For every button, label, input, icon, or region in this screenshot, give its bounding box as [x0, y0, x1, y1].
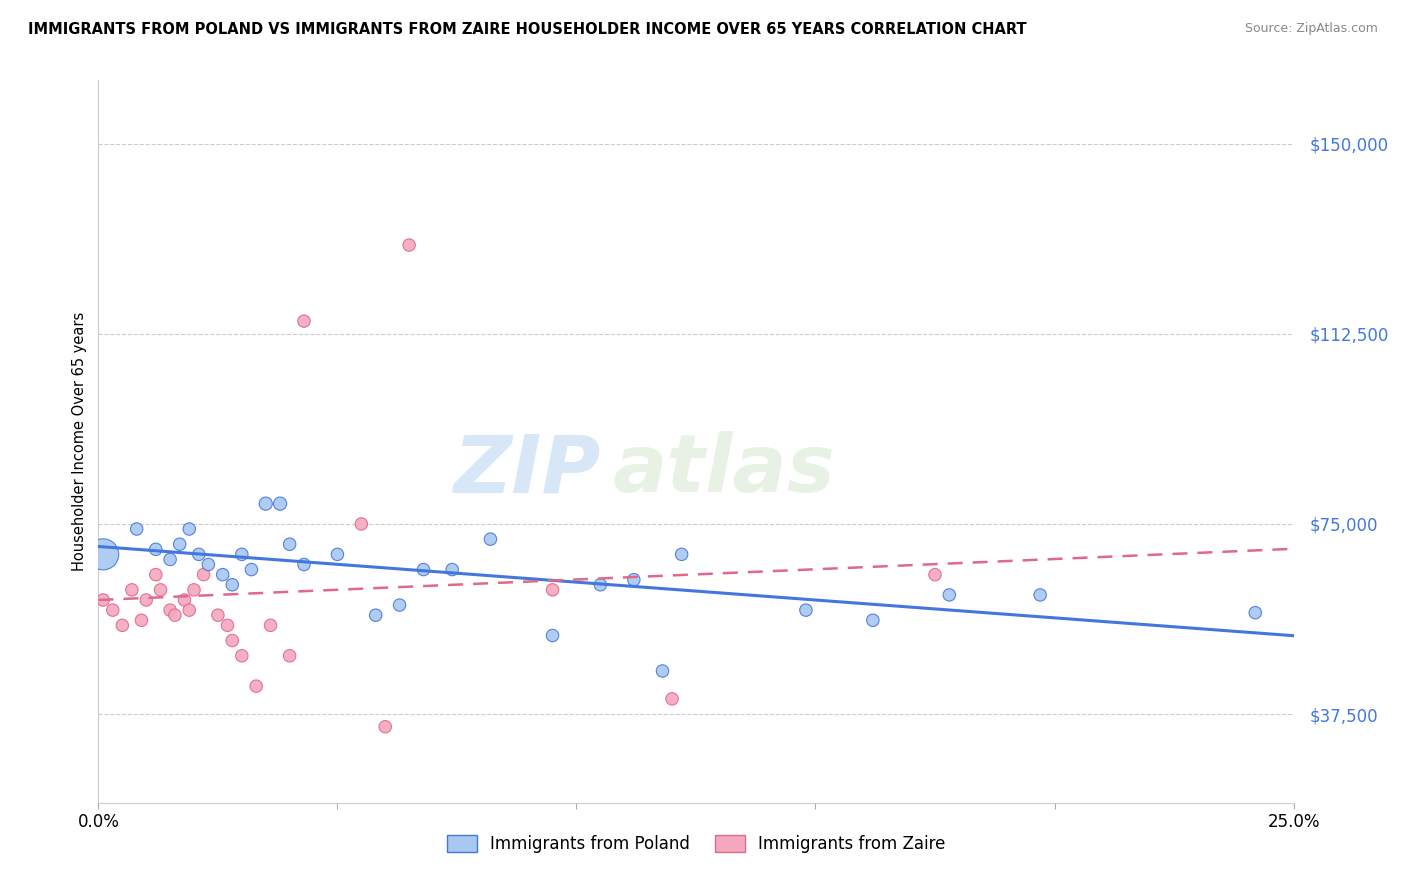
Point	[207, 608, 229, 623]
Point	[938, 588, 960, 602]
Point	[412, 563, 434, 577]
Y-axis label: Householder Income Over 65 years: Householder Income Over 65 years	[72, 312, 87, 571]
Point	[794, 603, 817, 617]
Point	[388, 598, 411, 612]
Point	[111, 618, 134, 632]
Point	[623, 573, 645, 587]
Point	[135, 593, 157, 607]
Point	[179, 522, 201, 536]
Point	[163, 608, 186, 623]
Point	[479, 532, 502, 546]
Point	[131, 613, 153, 627]
Point	[101, 603, 124, 617]
Point	[91, 547, 114, 561]
Point	[292, 558, 315, 572]
Point	[169, 537, 191, 551]
Point	[145, 567, 167, 582]
Point	[193, 567, 215, 582]
Text: ZIP: ZIP	[453, 432, 600, 509]
Point	[589, 578, 612, 592]
Point	[651, 664, 673, 678]
Text: IMMIGRANTS FROM POLAND VS IMMIGRANTS FROM ZAIRE HOUSEHOLDER INCOME OVER 65 YEARS: IMMIGRANTS FROM POLAND VS IMMIGRANTS FRO…	[28, 22, 1026, 37]
Point	[661, 691, 683, 706]
Point	[221, 633, 243, 648]
Point	[441, 563, 464, 577]
Point	[862, 613, 884, 627]
Point	[197, 558, 219, 572]
Point	[374, 720, 396, 734]
Point	[269, 497, 291, 511]
Point	[217, 618, 239, 632]
Point	[240, 563, 263, 577]
Point	[231, 648, 253, 663]
Point	[259, 618, 281, 632]
Point	[245, 679, 267, 693]
Point	[149, 582, 172, 597]
Point	[159, 552, 181, 566]
Text: Source: ZipAtlas.com: Source: ZipAtlas.com	[1244, 22, 1378, 36]
Point	[326, 547, 349, 561]
Point	[350, 516, 373, 531]
Point	[179, 603, 201, 617]
Point	[671, 547, 693, 561]
Point	[125, 522, 148, 536]
Point	[1029, 588, 1052, 602]
Legend: Immigrants from Poland, Immigrants from Zaire: Immigrants from Poland, Immigrants from …	[440, 828, 952, 860]
Point	[292, 314, 315, 328]
Point	[278, 648, 301, 663]
Point	[173, 593, 195, 607]
Point	[924, 567, 946, 582]
Point	[187, 547, 209, 561]
Point	[221, 578, 243, 592]
Point	[278, 537, 301, 551]
Point	[254, 497, 277, 511]
Point	[183, 582, 205, 597]
Point	[231, 547, 253, 561]
Point	[145, 542, 167, 557]
Point	[1244, 606, 1267, 620]
Point	[91, 593, 114, 607]
Text: atlas: atlas	[613, 432, 835, 509]
Point	[541, 628, 564, 642]
Point	[211, 567, 233, 582]
Point	[159, 603, 181, 617]
Point	[398, 238, 420, 252]
Point	[541, 582, 564, 597]
Point	[121, 582, 143, 597]
Point	[364, 608, 387, 623]
